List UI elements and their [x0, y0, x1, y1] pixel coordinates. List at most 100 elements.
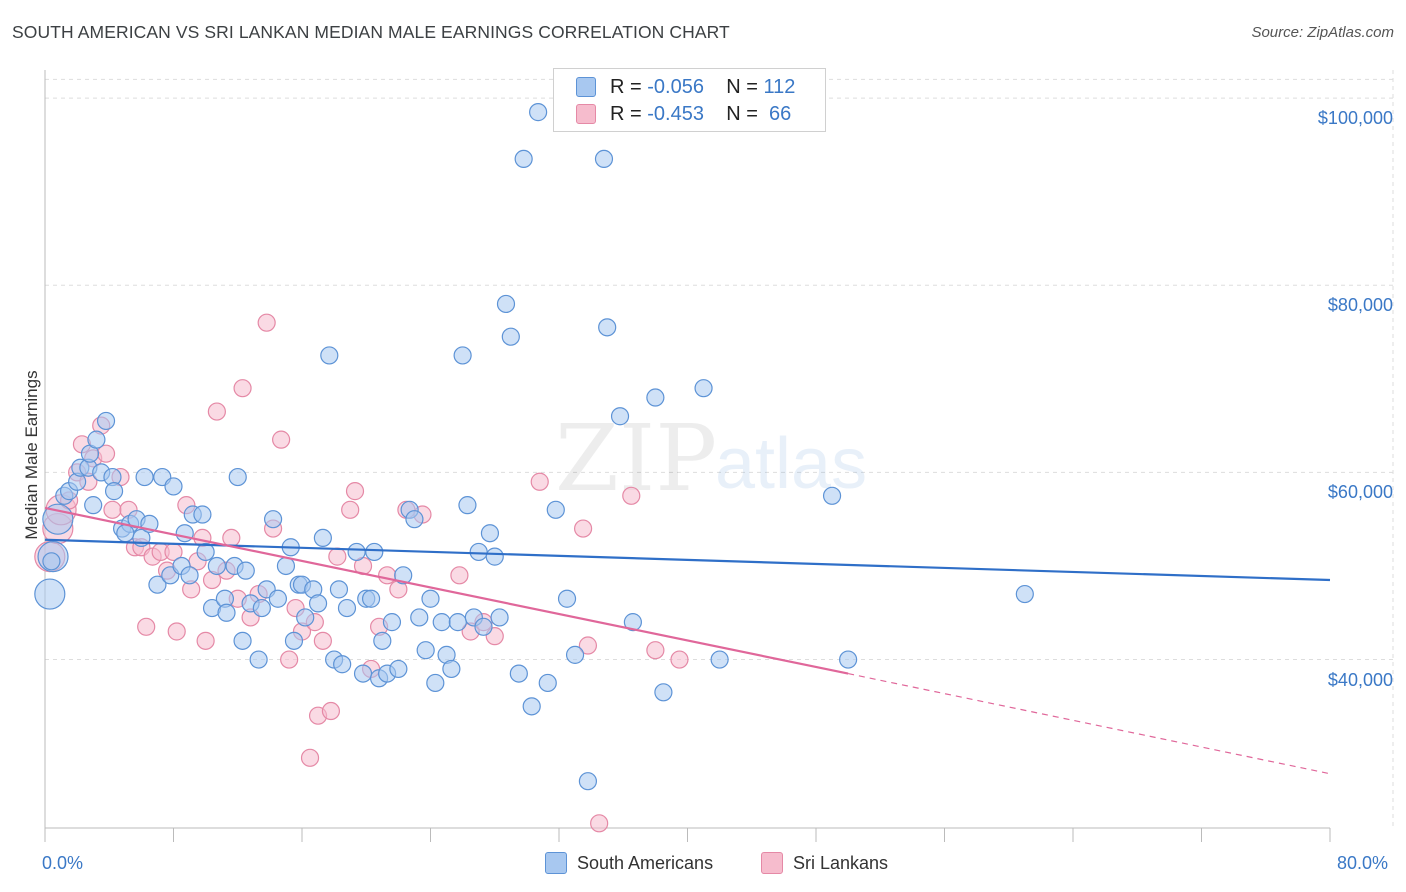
sri-lankans-point — [345, 482, 365, 501]
x-tick-label-min: 0.0% — [42, 853, 84, 873]
sri-lankans-trend-line — [44, 506, 849, 675]
south-americans-point — [509, 664, 528, 683]
south-americans-point — [308, 594, 328, 613]
sri-lankans-point — [646, 641, 665, 660]
south-americans-point — [361, 589, 381, 608]
south-americans-point — [822, 486, 842, 505]
south-americans-point — [594, 149, 614, 169]
south-americans-point — [598, 318, 617, 337]
south-americans-point — [394, 566, 413, 585]
sri-lankans-point — [233, 379, 252, 398]
y-tick-label: $80,000 — [1327, 295, 1393, 316]
sri-lankans-point — [280, 650, 299, 669]
south-americans-point — [373, 631, 392, 650]
south-americans-point — [329, 580, 349, 599]
south-americans-point — [296, 608, 315, 627]
sri-lankans-point — [670, 650, 689, 669]
south-americans-point — [217, 603, 236, 622]
legend-n-label: N = — [726, 102, 758, 125]
south-americans-point — [284, 631, 304, 650]
south-americans-point — [233, 631, 252, 650]
south-americans-point — [263, 510, 283, 529]
south-americans-point — [382, 613, 402, 632]
legend-row-south-americans: R = -0.056 N = 112 — [576, 74, 795, 100]
axes — [44, 70, 1331, 842]
south-americans-point — [365, 542, 384, 562]
south-americans-point — [353, 664, 373, 683]
south-americans-point — [565, 645, 585, 664]
south-americans-point — [839, 650, 858, 669]
legend-r-value: -0.056 — [647, 75, 704, 98]
south-americans-point — [694, 379, 713, 398]
south-americans-point — [196, 542, 215, 562]
sri-lankans-point — [196, 631, 215, 650]
chart-source: Source: ZipAtlas.com — [1251, 24, 1394, 41]
south-americans-point — [175, 524, 194, 543]
legend-swatch-blue — [576, 77, 596, 97]
south-americans-point — [34, 578, 66, 610]
south-americans-point — [646, 388, 665, 407]
south-americans-point — [236, 561, 255, 580]
south-americans-point — [469, 542, 488, 562]
south-americans-point — [496, 294, 516, 314]
sri-lankans-point — [207, 402, 226, 421]
sri-lankans-point — [272, 430, 291, 449]
sri-lankans-point — [578, 636, 598, 655]
south-americans-point — [485, 547, 504, 566]
south-americans-point — [474, 617, 493, 636]
south-americans-point — [458, 496, 477, 515]
sri-lankans-point — [167, 622, 186, 641]
sri-lankans-point — [137, 617, 156, 636]
sri-lankans-point — [103, 500, 122, 519]
south-americans-point — [546, 500, 565, 519]
south-americans-point — [276, 556, 296, 576]
south-americans-point — [453, 346, 472, 365]
south-americans-point — [268, 589, 288, 608]
sri-lankans-point — [530, 472, 549, 491]
x-tick-label-max: 80.0% — [1337, 853, 1389, 873]
south-americans-point — [578, 772, 598, 791]
south-americans-point — [522, 697, 541, 716]
south-americans-point — [501, 327, 520, 346]
south-americans-point — [84, 496, 103, 515]
south-americans-point — [416, 641, 435, 660]
sri-lankans-trend-extension — [848, 673, 1331, 775]
legend-n-value: 112 — [763, 75, 796, 98]
chart-title: SOUTH AMERICAN VS SRI LANKAN MEDIAN MALE… — [12, 22, 730, 42]
sri-lankans-point — [573, 519, 593, 538]
south-americans-point — [442, 659, 461, 679]
sri-lankans-point — [313, 631, 332, 650]
legend-swatch-pink — [576, 104, 596, 124]
watermark-atlas: atlas — [715, 424, 867, 504]
y-axis-title: Median Male Earnings — [22, 370, 41, 540]
legend-n-value: 66 — [763, 102, 792, 125]
south-americans-point — [410, 608, 429, 627]
south-americans-point — [193, 505, 212, 524]
south-americans-points — [34, 103, 1034, 791]
south-americans-point — [135, 467, 154, 487]
legend-r-value: -0.453 — [647, 102, 704, 125]
south-americans-point — [42, 552, 61, 571]
sri-lankans-point — [450, 566, 469, 585]
legend-n-label: N = — [726, 75, 758, 98]
south-americans-point — [249, 650, 268, 669]
south-americans-point — [426, 673, 445, 693]
south-americans-point — [320, 346, 339, 365]
south-americans-point — [207, 556, 226, 576]
south-americans-point — [490, 608, 509, 627]
south-americans-point — [421, 589, 440, 608]
south-americans-point — [610, 407, 630, 426]
south-americans-point — [557, 589, 577, 608]
correlation-legend: R = -0.056 N = 112 R = -0.453 N = 66 — [553, 68, 826, 132]
legend-r-label: R = — [610, 102, 642, 125]
south-americans-point — [1015, 584, 1034, 604]
sri-lankans-point — [341, 500, 360, 519]
south-americans-point — [164, 477, 183, 496]
south-americans-point — [96, 411, 116, 431]
south-americans-point — [313, 528, 332, 548]
south-americans-point — [389, 659, 408, 679]
series-legend-south-americans: South Americans — [545, 852, 713, 874]
sri-lankans-point — [257, 313, 276, 332]
trend-lines — [44, 506, 1331, 775]
